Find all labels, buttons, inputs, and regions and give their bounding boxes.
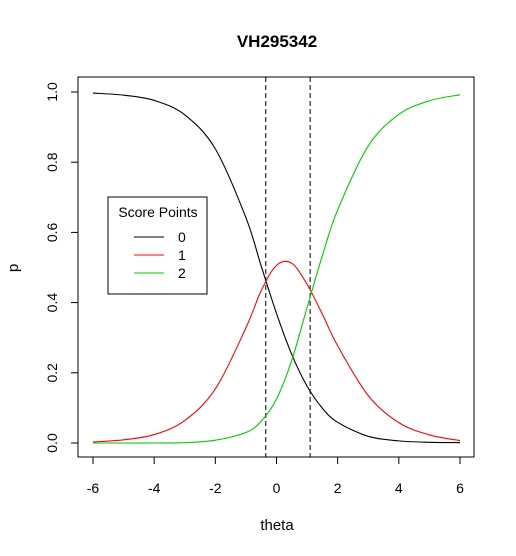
x-axis: -6 -4 -2 0 2 4 6	[87, 456, 464, 496]
x-tick-label: 0	[273, 480, 281, 496]
x-tick-label: 6	[456, 480, 464, 496]
y-axis-label: p	[5, 264, 22, 272]
y-tick-label: 1.0	[44, 82, 60, 102]
curves	[92, 92, 461, 444]
y-tick-label: 0.4	[44, 293, 60, 313]
y-tick-label: 0.0	[44, 433, 60, 453]
y-tick-label: 0.2	[44, 363, 60, 383]
series-line-1	[92, 260, 461, 443]
legend-label-1: 1	[178, 247, 186, 263]
x-tick-label: 4	[395, 480, 403, 496]
x-tick-label: 2	[334, 480, 342, 496]
series-line-0	[92, 92, 461, 444]
y-tick-label: 0.8	[44, 152, 60, 172]
legend: Score Points 0 1 2	[107, 196, 208, 295]
x-axis-label: theta	[260, 517, 294, 534]
legend-label-2: 2	[178, 265, 186, 281]
chart-title: VH295342	[237, 32, 317, 51]
x-tick-label: -6	[87, 480, 100, 496]
legend-label-0: 0	[178, 229, 186, 245]
legend-box	[107, 196, 208, 295]
x-tick-label: -2	[209, 480, 222, 496]
x-tick-label: -4	[148, 480, 161, 496]
y-tick-label: 0.6	[44, 222, 60, 242]
threshold-lines	[265, 77, 311, 457]
legend-title: Score Points	[118, 204, 197, 220]
y-axis: 0.0 0.2 0.4 0.6 0.8 1.0	[44, 82, 79, 453]
series-line-2	[93, 94, 461, 444]
